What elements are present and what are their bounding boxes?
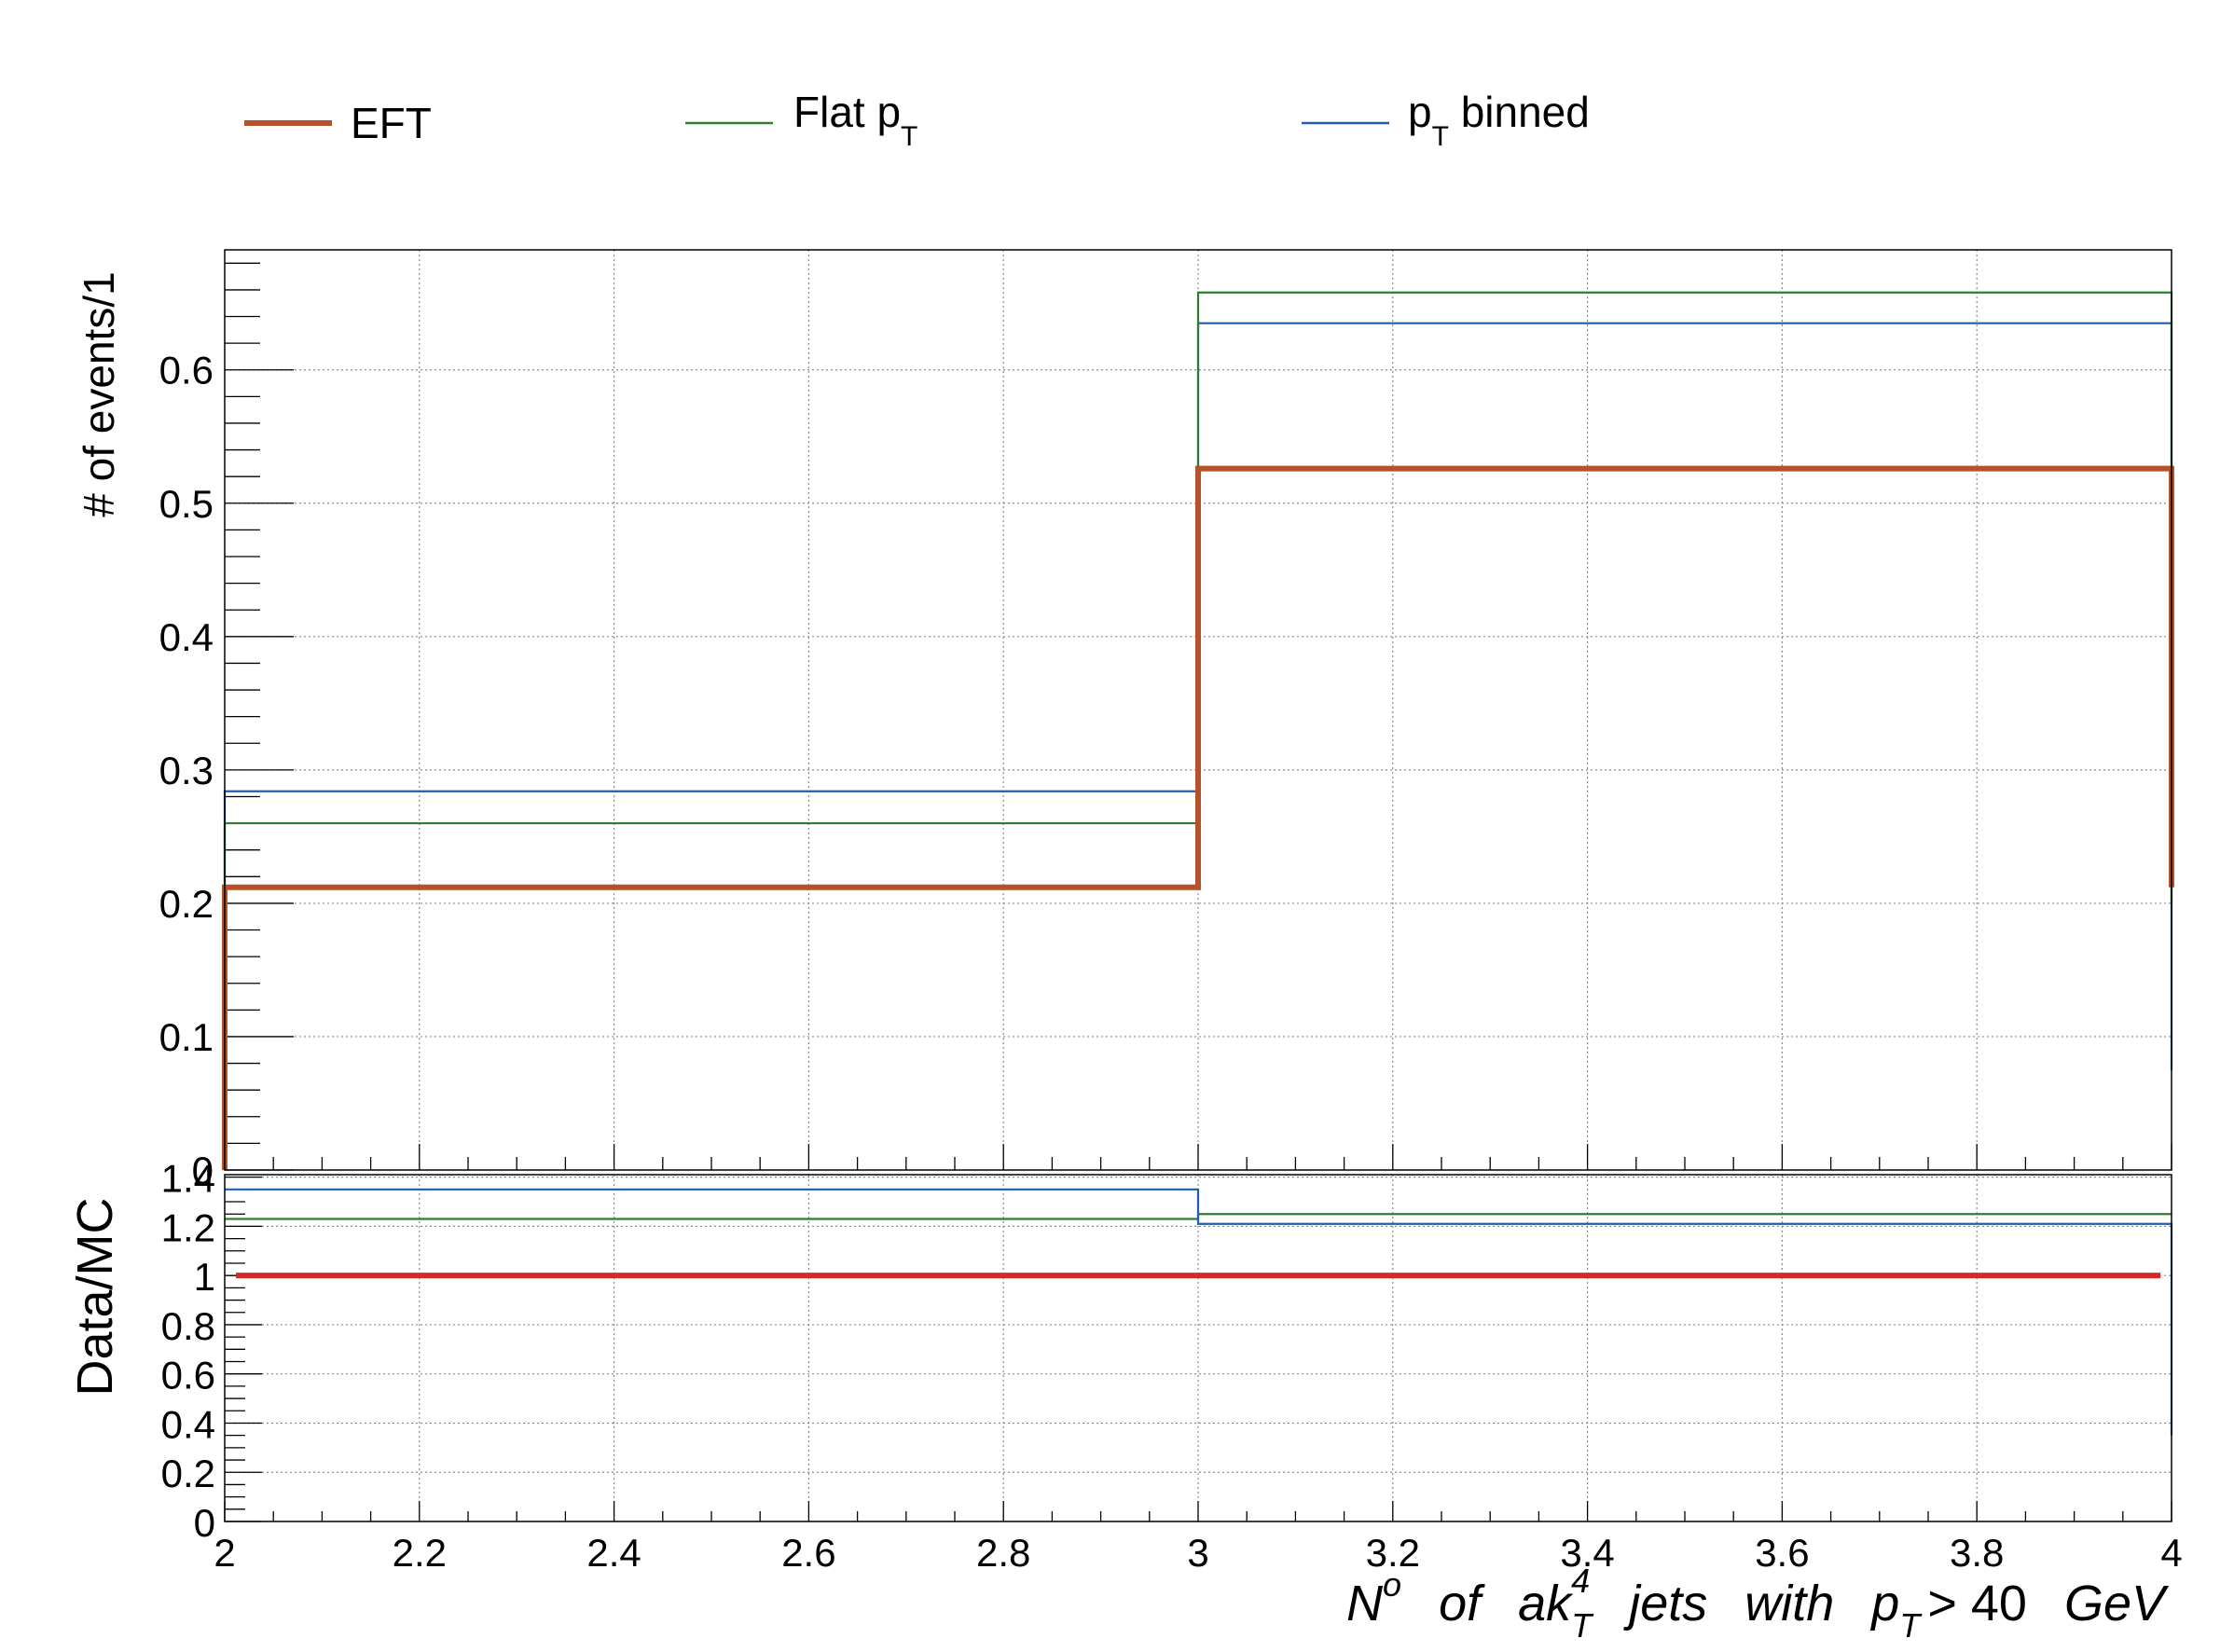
x-tick-label: 2.6 [781,1531,835,1575]
main-y-tick-labels: 0.1 0.2 0.3 0.4 0.5 0.6 0 [159,349,214,1192]
ratio-gridlines [225,1175,2172,1521]
ratio-y-tick-label: 0.6 [161,1354,215,1397]
main-frame [224,249,2172,1171]
x-tick-label: 2 [214,1531,235,1575]
main-y-tick-label: 0.6 [159,349,214,392]
x-tick-label: 2.4 [586,1531,641,1575]
x-tick-labels: 2 2.2 2.4 2.6 2.8 3 3.2 3.4 3.6 3.8 4 [214,1531,2182,1575]
legend-label-eft: EFT [351,99,432,147]
ratio-y-tick-label: 0.2 [161,1452,215,1495]
legend-label-flat-pt: Flat pT [793,88,917,152]
main-gridlines [225,250,2172,1170]
main-y-tick-label: 0.1 [159,1015,214,1059]
main-y-axis-title: # of events/1 [75,271,123,516]
x-tick-label: 3 [1187,1531,1208,1575]
main-y-origin-label: 0 [192,1149,214,1192]
ratio-y-tick-label: 1.4 [161,1157,215,1201]
main-y-tick-label: 0.2 [159,882,214,926]
x-tick-label: 3.6 [1755,1531,1809,1575]
legend-label-pt-binned: pT binned [1408,88,1590,152]
main-y-tick-label: 0.3 [159,749,214,792]
ratio-y-tick-label: 0 [194,1501,215,1545]
ratio-panel: 00.20.40.60.811.21.4 Data/MC 2 2.2 2.4 2.6 2… [67,1157,2183,1575]
legend-entry-flat-pt: Flat pT [685,88,917,152]
legend: EFT Flat pT pT binned [244,88,1590,152]
main-y-tick-label: 0.4 [159,615,214,659]
x-tick-label: 3.2 [1366,1531,1420,1575]
ratio-y-tick-labels: 0 0.2 0.4 0.6 0.8 1 1.21.4 [161,1157,215,1545]
ratio-y-tick-label: 0.8 [161,1304,215,1348]
ratio-frame [224,1174,2172,1522]
x-tick-label: 2.8 [976,1531,1030,1575]
ratio-axis-ticks [224,1176,2172,1522]
ratio-y-tick-label: 1.2 [161,1205,215,1249]
x-tick-label: 4 [2160,1531,2182,1575]
x-tick-label: 3.4 [1560,1531,1614,1575]
main-series-eft [222,465,2174,1170]
ratio-y-tick-label: 1 [194,1255,215,1299]
main-y-tick-label: 0.5 [159,482,214,526]
ratio-y-axis-title: Data/MC [67,1197,123,1396]
x-tick-label: 2.2 [393,1531,447,1575]
ratio-y-tick-label: 0.4 [161,1402,215,1446]
legend-entry-pt-binned: pT binned [1302,88,1590,152]
legend-entry-eft: EFT [244,99,432,147]
x-tick-label: 3.8 [1950,1531,2004,1575]
main-panel: 0.1 0.2 0.3 0.4 0.5 0.6 0 # of events/1 [75,249,2174,1192]
